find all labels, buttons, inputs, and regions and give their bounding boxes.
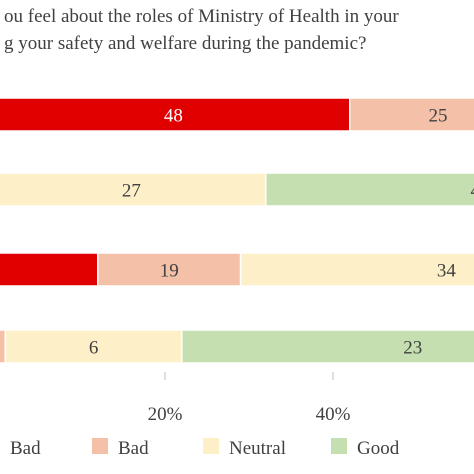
bar-segment-row3-s1 [0,252,99,287]
bar-segment-row3-s2 [97,252,242,287]
bar-segment-row4-s4 [181,329,474,364]
legend-label-1: Bad [10,438,41,459]
legend-label-2: Bad [118,438,149,459]
data-label-row3-s3: 34 [437,261,457,282]
data-label-row4-s3: 6 [89,338,99,359]
data-label-row1-s1: 48 [164,106,183,127]
bar-segment-row1-s2 [349,97,474,132]
data-label-row2-s3: 27 [122,181,141,202]
data-label-row1-s2: 25 [429,106,448,127]
data-label-row2-s4: 41 [471,181,474,202]
bar-segment-row3-s3 [239,252,474,287]
bar-segment-row2-s4 [265,172,474,207]
bar-segment-row2-s3 [0,172,267,207]
legend-swatch-4 [331,438,347,454]
legend-swatch-2 [92,438,108,454]
legend-swatch-3 [203,438,219,454]
bar-segment-row4-s2 [0,329,7,364]
data-label-row3-s2: 19 [160,261,179,282]
x-tick-label-2: 40% [316,404,351,425]
data-label-row4-s4: 23 [403,338,422,359]
legend-label-4: Good [357,438,400,459]
legend-label-3: Neutral [229,438,286,459]
bar-segment-row1-s1 [0,97,351,132]
x-tick-label-1: 20% [148,404,183,425]
